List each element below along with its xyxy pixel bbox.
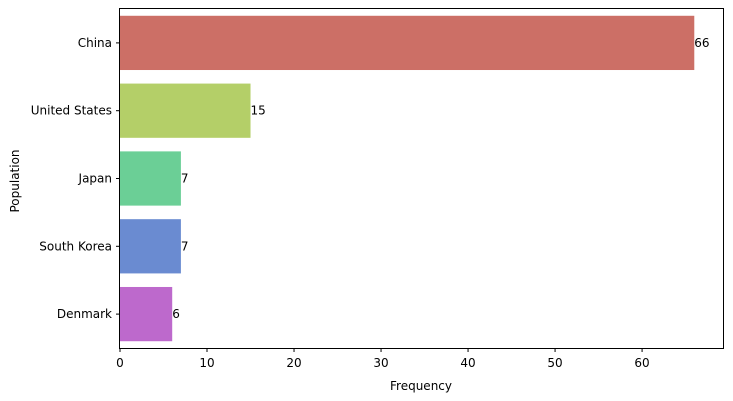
bar-south-korea: [120, 219, 181, 274]
y-tick-label: China: [78, 36, 112, 50]
y-axis: China United States Japan South Korea Denmar…: [31, 36, 120, 321]
y-tick-label: United States: [31, 104, 112, 118]
x-tick-label: 10: [199, 356, 214, 370]
y-tick-label: South Korea: [39, 239, 112, 253]
y-tick-label: Denmark: [57, 307, 112, 321]
x-tick-label: 20: [286, 356, 301, 370]
x-axis: 0 10 20 30 40 50 60: [116, 348, 650, 370]
data-labels-group: 66 15 7 7 6: [172, 36, 709, 321]
x-axis-title: Frequency: [390, 379, 452, 393]
y-tick-label: Japan: [78, 172, 112, 186]
data-label: 7: [181, 172, 189, 186]
bar-china: [120, 15, 695, 71]
bar-united-states: [120, 83, 251, 138]
data-label: 15: [251, 104, 266, 118]
x-tick-label: 40: [460, 356, 475, 370]
bars-group: [120, 15, 695, 342]
x-tick-label: 30: [373, 356, 388, 370]
y-axis-title: Population: [8, 149, 22, 212]
data-label: 66: [694, 36, 709, 50]
bar-denmark: [120, 286, 173, 342]
data-label: 6: [172, 307, 180, 321]
x-tick-label: 50: [547, 356, 562, 370]
data-label: 7: [181, 239, 189, 253]
x-tick-label: 60: [634, 356, 649, 370]
bar-japan: [120, 151, 181, 206]
x-tick-label: 0: [116, 356, 124, 370]
